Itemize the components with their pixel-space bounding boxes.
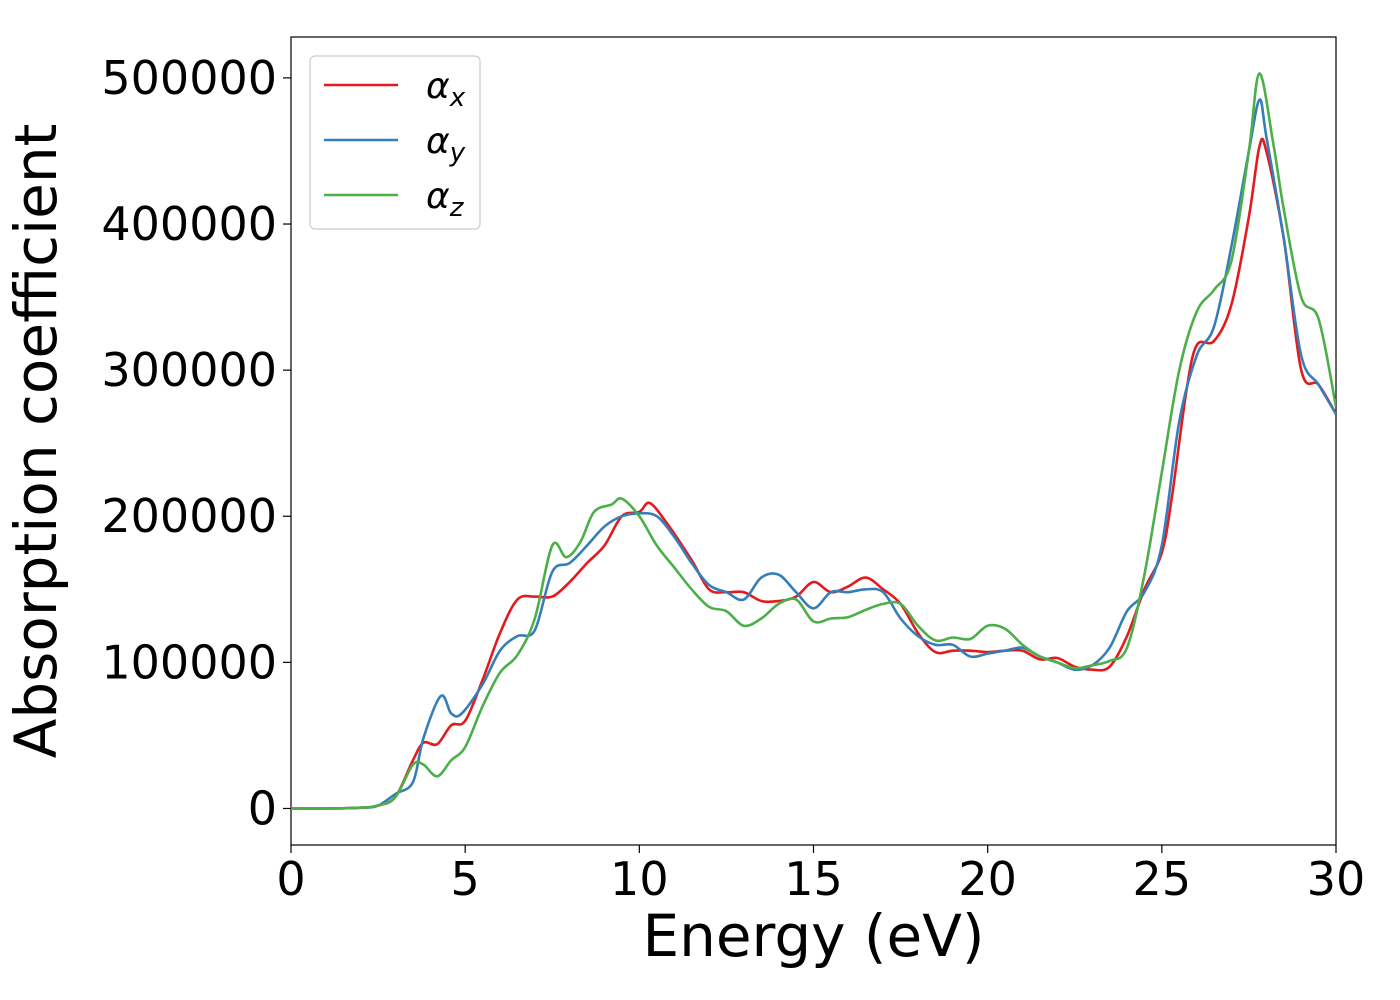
x-tick-label: 0 [276,852,305,906]
y-tick-label: 500000 [101,51,277,105]
x-tick-label: 10 [610,852,669,906]
x-tick-label: 25 [1133,852,1192,906]
series-line-x [291,137,1336,810]
legend-symbol: α [426,121,450,162]
legend-subscript: x [449,83,466,113]
y-tick-label: 100000 [101,635,277,689]
x-tick-label: 30 [1307,852,1366,906]
series-line-y [291,98,1336,810]
legend-box [309,55,481,230]
x-tick-label: 15 [784,852,843,906]
x-axis-ticks: 0 5 10 15 20 25 30 [276,845,1365,906]
legend-label-z: αz [426,176,465,223]
series-layer [291,72,1336,810]
y-tick-label: 400000 [101,197,277,251]
y-axis-label: Absorption coefficient [2,124,70,759]
plot-area: 0 5 10 15 20 25 30 0 100000 200000 300000 400000 50… [101,36,1365,906]
legend-subscript: z [449,193,465,223]
y-axis-ticks: 0 100000 200000 300000 400000 500000 [101,51,291,835]
legend-subscript: y [449,138,466,168]
legend-symbol: α [426,176,450,217]
y-tick-label: 0 [248,781,277,835]
x-axis-label: Energy (eV) [642,902,984,970]
series-line-z [291,72,1336,810]
y-tick-label: 200000 [101,489,277,543]
legend-label-x: αx [426,66,466,113]
legend-symbol: α [426,66,450,107]
legend-label-y: αy [426,121,466,168]
y-tick-label: 300000 [101,343,277,397]
x-tick-label: 20 [958,852,1017,906]
x-tick-label: 5 [451,852,480,906]
